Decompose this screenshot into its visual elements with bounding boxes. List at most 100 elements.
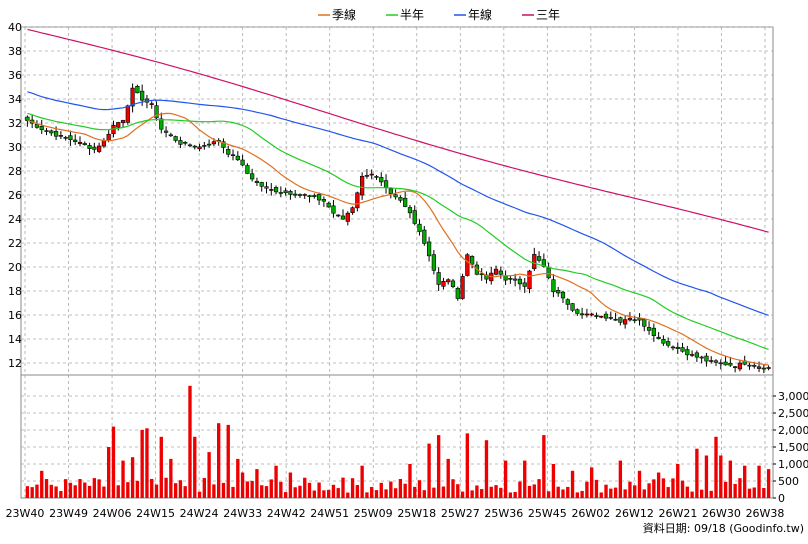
volume-bar bbox=[389, 481, 393, 498]
candle-body bbox=[493, 268, 499, 275]
volume-bar bbox=[714, 436, 718, 498]
candle-body bbox=[159, 118, 164, 130]
volume-bar bbox=[169, 458, 173, 498]
candle-body bbox=[316, 194, 322, 201]
volume-bar bbox=[676, 464, 680, 498]
volume-bar bbox=[699, 489, 704, 498]
volume-bar bbox=[628, 481, 632, 498]
candle-body bbox=[589, 313, 594, 316]
candle-body bbox=[403, 197, 408, 207]
candle-body bbox=[97, 145, 102, 152]
volume-bar bbox=[594, 479, 599, 498]
candle-body bbox=[704, 355, 709, 362]
candle-body bbox=[575, 309, 580, 314]
volume-bar bbox=[719, 455, 723, 498]
legend-label: 三年 bbox=[536, 8, 560, 22]
volume-bar bbox=[417, 480, 422, 498]
candle-body bbox=[369, 173, 374, 176]
candle-body bbox=[579, 313, 585, 316]
volume-bars bbox=[25, 385, 771, 498]
legend-label: 年線 bbox=[468, 7, 492, 22]
candle-body bbox=[202, 145, 207, 147]
candle-body bbox=[221, 141, 226, 148]
volume-bar bbox=[264, 486, 269, 498]
volume-bar bbox=[360, 465, 364, 498]
candle-body bbox=[723, 361, 728, 366]
candlesticks bbox=[25, 83, 771, 374]
volume-bar bbox=[532, 484, 536, 498]
price-tick-label: 26 bbox=[8, 189, 22, 202]
candle-body bbox=[350, 207, 355, 213]
volume-bar bbox=[92, 478, 97, 498]
candle-body bbox=[360, 175, 365, 196]
candle-body bbox=[101, 140, 107, 147]
candle-body bbox=[163, 130, 169, 133]
volume-bar bbox=[508, 492, 513, 498]
volume-bar bbox=[456, 484, 460, 498]
volume-bar bbox=[30, 487, 34, 498]
volume-bar bbox=[326, 489, 331, 498]
volume-bar bbox=[546, 491, 551, 498]
price-tick-label: 28 bbox=[8, 165, 22, 178]
volume-bar bbox=[346, 492, 350, 498]
candle-body bbox=[273, 187, 279, 193]
price-tick-label: 18 bbox=[8, 285, 22, 298]
candle-body bbox=[398, 197, 403, 201]
volume-bar bbox=[140, 430, 144, 498]
volume-tick-label: 3,000 bbox=[778, 390, 808, 403]
volume-bar bbox=[59, 491, 63, 498]
volume-bar bbox=[661, 478, 666, 498]
candle-body bbox=[116, 122, 121, 128]
candle-body bbox=[82, 143, 87, 146]
volume-bar bbox=[762, 487, 766, 498]
volume-bar bbox=[341, 477, 345, 498]
volume-bar bbox=[154, 484, 159, 498]
volume-bar bbox=[656, 472, 661, 498]
legend-label: 季線 bbox=[332, 7, 356, 22]
x-tick-label: 24W15 bbox=[136, 507, 175, 520]
price-plot-frame bbox=[20, 26, 774, 376]
candle-body bbox=[336, 214, 341, 217]
volume-bar bbox=[518, 481, 522, 498]
volume-bar bbox=[331, 484, 336, 498]
volume-bar bbox=[193, 436, 197, 498]
candle-body bbox=[383, 180, 389, 188]
ma-line bbox=[27, 112, 769, 366]
candle-body bbox=[594, 315, 599, 317]
candle-body bbox=[250, 173, 255, 180]
x-tick-label: 26W38 bbox=[746, 507, 785, 520]
volume-bar bbox=[350, 478, 355, 498]
candle-body bbox=[737, 362, 743, 370]
ma-line bbox=[27, 28, 769, 233]
candle-body bbox=[613, 318, 618, 321]
volume-bar bbox=[102, 486, 106, 498]
volume-bar bbox=[427, 443, 431, 498]
candle-body bbox=[407, 207, 413, 214]
candle-body bbox=[106, 133, 111, 141]
price-tick-label: 20 bbox=[8, 261, 22, 274]
volume-bar bbox=[159, 436, 163, 498]
volume-bar bbox=[260, 485, 264, 498]
volume-bar bbox=[384, 489, 388, 498]
volume-bar bbox=[197, 491, 202, 498]
candle-body bbox=[623, 319, 628, 325]
candle-body bbox=[646, 327, 652, 331]
volume-bar bbox=[609, 488, 613, 498]
candle-body bbox=[302, 194, 307, 196]
volume-bar bbox=[269, 479, 273, 498]
candle-body bbox=[206, 143, 212, 146]
volume-bar bbox=[178, 480, 183, 498]
volume-bar bbox=[49, 484, 53, 498]
candle-body bbox=[283, 190, 288, 194]
volume-bar bbox=[666, 487, 670, 498]
candle-body bbox=[288, 191, 293, 195]
volume-bar bbox=[307, 482, 312, 498]
candle-body bbox=[503, 275, 508, 281]
candle-body bbox=[699, 356, 704, 359]
volume-bar bbox=[690, 491, 694, 498]
candle-body bbox=[297, 194, 303, 196]
volume-bar bbox=[293, 487, 297, 498]
volume-bar bbox=[652, 479, 656, 498]
volume-bar bbox=[465, 433, 470, 498]
